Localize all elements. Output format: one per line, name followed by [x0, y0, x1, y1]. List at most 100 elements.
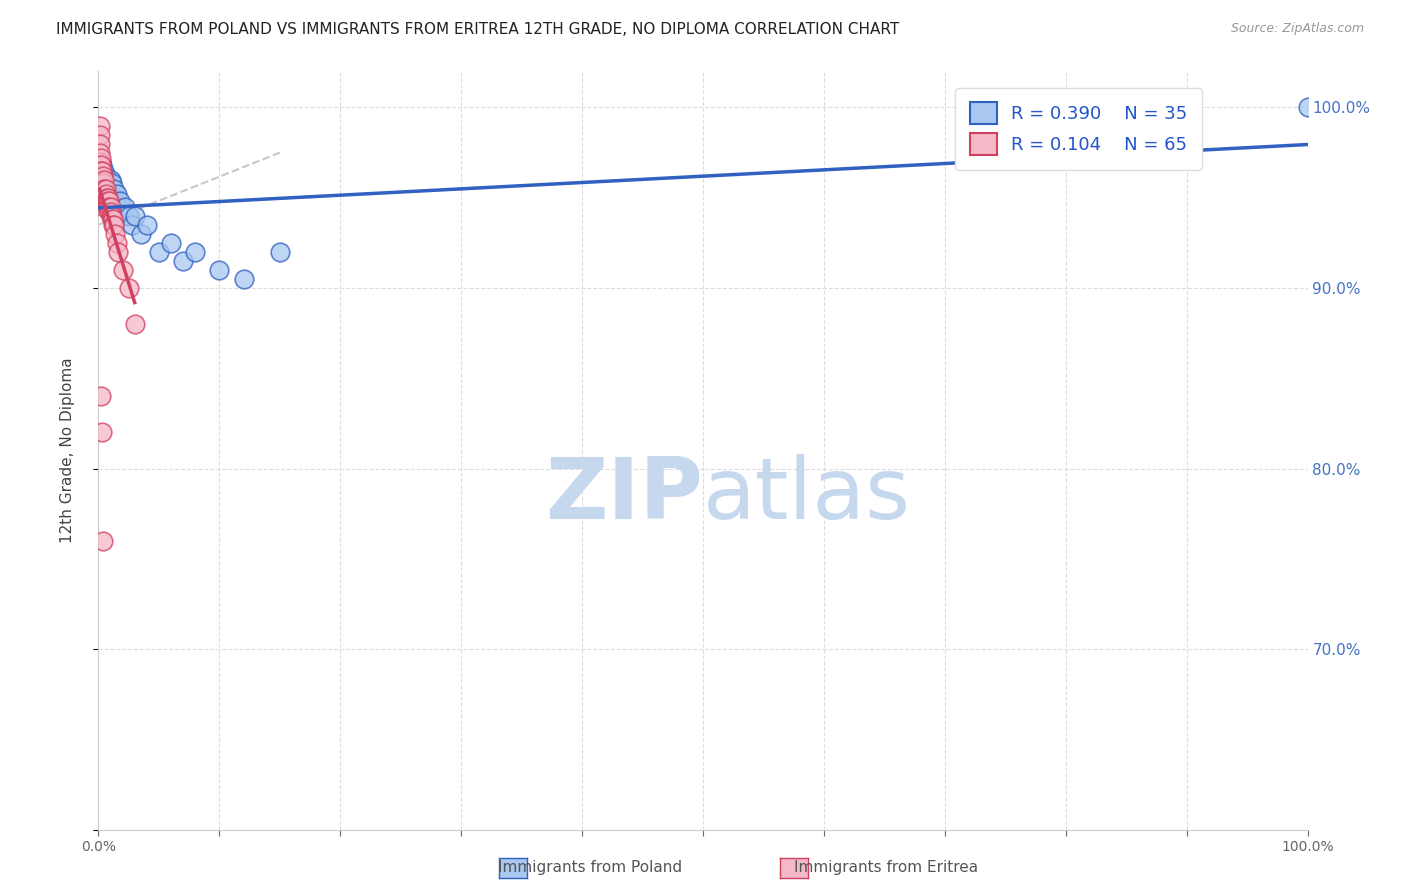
Point — [91, 194, 114, 209]
Point — [135, 218, 157, 232]
Point — [184, 244, 207, 259]
Point — [148, 244, 170, 259]
Point — [96, 172, 118, 186]
Point — [89, 169, 111, 183]
Point — [91, 172, 114, 186]
Point — [96, 191, 118, 205]
Point — [96, 194, 118, 209]
Point — [89, 172, 111, 186]
Point — [91, 172, 114, 186]
Point — [98, 182, 121, 196]
Point — [91, 182, 114, 196]
Point — [89, 119, 111, 133]
Point — [90, 163, 112, 178]
Point — [104, 227, 127, 241]
Point — [91, 158, 114, 172]
Point — [129, 227, 152, 241]
Point — [97, 200, 120, 214]
Text: IMMIGRANTS FROM POLAND VS IMMIGRANTS FROM ERITREA 12TH GRADE, NO DIPLOMA CORRELA: IMMIGRANTS FROM POLAND VS IMMIGRANTS FRO… — [56, 22, 900, 37]
Point — [118, 209, 141, 223]
Point — [91, 169, 114, 183]
Point — [90, 158, 112, 172]
Point — [107, 200, 129, 214]
Point — [104, 194, 127, 209]
Point — [91, 425, 114, 440]
Point — [101, 218, 124, 232]
Point — [90, 163, 112, 178]
Point — [121, 218, 143, 232]
Point — [89, 136, 111, 151]
Text: Source: ZipAtlas.com: Source: ZipAtlas.com — [1230, 22, 1364, 36]
Point — [91, 163, 114, 178]
Point — [90, 187, 112, 202]
Point — [269, 244, 291, 259]
Point — [108, 194, 131, 209]
Legend: R = 0.390    N = 35, R = 0.104    N = 65: R = 0.390 N = 35, R = 0.104 N = 65 — [955, 88, 1202, 170]
Point — [89, 187, 111, 202]
Point — [100, 200, 122, 214]
Point — [91, 176, 114, 190]
Point — [98, 194, 121, 209]
Point — [118, 281, 141, 295]
Point — [1296, 100, 1319, 114]
Point — [100, 209, 122, 223]
Point — [100, 212, 122, 227]
Point — [111, 263, 134, 277]
Point — [94, 187, 117, 202]
Point — [124, 209, 146, 223]
Point — [98, 205, 121, 219]
Point — [107, 244, 129, 259]
Point — [91, 182, 114, 196]
Point — [89, 158, 111, 172]
Point — [100, 209, 122, 223]
Point — [208, 263, 231, 277]
Point — [97, 176, 120, 190]
Point — [93, 172, 115, 186]
Point — [90, 182, 112, 196]
Point — [89, 163, 111, 178]
Point — [89, 176, 111, 190]
Point — [100, 172, 122, 186]
Point — [111, 209, 134, 223]
Point — [93, 176, 115, 190]
Point — [89, 154, 111, 169]
Point — [91, 176, 114, 190]
Point — [91, 533, 114, 548]
Text: Immigrants from Poland: Immigrants from Poland — [499, 861, 682, 875]
Point — [89, 145, 111, 160]
Point — [91, 182, 114, 196]
Point — [91, 191, 114, 205]
Point — [101, 212, 124, 227]
Point — [91, 191, 114, 205]
Point — [105, 187, 128, 202]
Point — [90, 151, 112, 165]
Point — [93, 182, 115, 196]
Point — [90, 191, 112, 205]
Point — [94, 194, 117, 209]
Point — [103, 182, 125, 196]
Point — [94, 182, 117, 196]
Point — [232, 272, 254, 286]
Point — [91, 194, 114, 209]
Text: Immigrants from Eritrea: Immigrants from Eritrea — [794, 861, 977, 875]
Text: atlas: atlas — [703, 454, 911, 538]
Point — [90, 169, 112, 183]
Point — [103, 218, 125, 232]
Point — [160, 235, 183, 250]
Point — [94, 169, 117, 183]
Point — [93, 191, 115, 205]
Point — [93, 163, 115, 178]
Point — [101, 191, 124, 205]
Point — [90, 194, 112, 209]
Text: ZIP: ZIP — [546, 454, 703, 538]
Point — [98, 200, 121, 214]
Point — [96, 200, 118, 214]
Y-axis label: 12th Grade, No Diploma: 12th Grade, No Diploma — [60, 358, 75, 543]
Point — [100, 187, 122, 202]
Point — [97, 191, 120, 205]
Point — [90, 154, 112, 169]
Point — [100, 176, 122, 190]
Point — [105, 235, 128, 250]
Point — [89, 182, 111, 196]
Point — [93, 200, 115, 214]
